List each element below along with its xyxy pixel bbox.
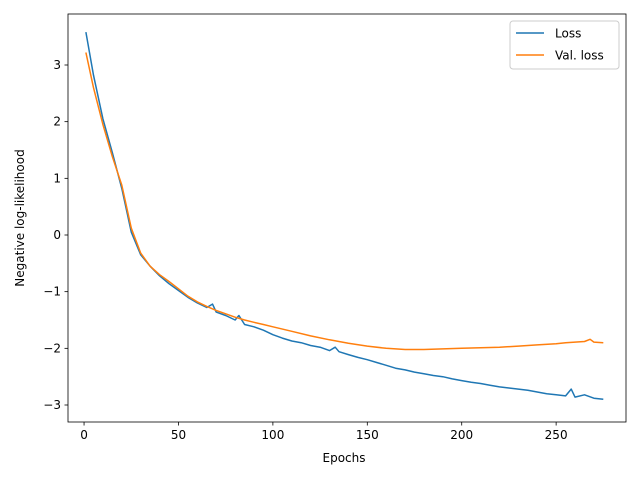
x-tick-label: 250	[545, 428, 568, 442]
y-tick-label: −2	[43, 341, 61, 355]
y-tick-label: 1	[53, 171, 61, 185]
x-axis: 0 50 100 150 200 250	[80, 422, 568, 442]
legend-label: Val. loss	[555, 49, 604, 63]
y-tick-label: −3	[43, 398, 61, 412]
series-line-val-loss	[85, 52, 604, 351]
y-axis: −3 −2 −1 0 1 2 3	[43, 58, 68, 412]
x-tick-label: 100	[261, 428, 284, 442]
plot-area	[67, 13, 627, 423]
y-tick-label: 2	[53, 115, 61, 129]
x-tick-label: 0	[80, 428, 88, 442]
y-tick-label: 3	[53, 58, 61, 72]
legend-label: Loss	[555, 27, 581, 41]
plot-frame	[67, 13, 627, 423]
y-tick-label: 0	[53, 228, 61, 242]
series-line-loss	[85, 31, 604, 401]
x-tick-label: 150	[356, 428, 379, 442]
y-tick-label: −1	[43, 285, 61, 299]
legend: Loss Val. loss	[509, 20, 620, 70]
x-axis-label: Epochs	[323, 451, 366, 465]
x-tick-label: 200	[450, 428, 473, 442]
x-tick-label: 50	[171, 428, 186, 442]
y-axis-label: Negative log-likelihood	[13, 149, 27, 286]
